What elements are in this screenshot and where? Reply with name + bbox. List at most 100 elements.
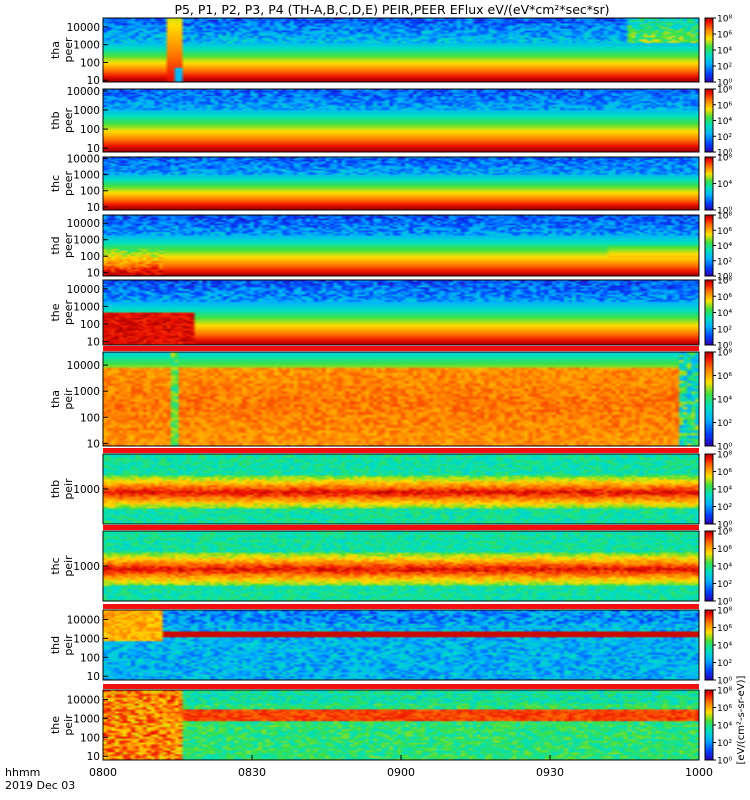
colorbar-tick-label: 10⁰ — [717, 521, 732, 531]
panel-name-line2: peer — [62, 300, 75, 326]
colorbar: 10⁰ 10² 10⁴ 10⁶ 10⁸ — [704, 212, 732, 283]
panel-name-line2: peir — [62, 714, 75, 736]
panel-name-line1: thc — [49, 175, 62, 192]
y-tick-label: 10 — [87, 143, 100, 155]
colorbar-tick-label: 10⁶ — [717, 545, 732, 555]
panel-name-line2: peer — [62, 171, 75, 197]
colorbar-tick-label: 10⁸ — [717, 86, 732, 96]
y-tick-label: 100 — [80, 652, 100, 664]
y-tick-label: 1000 — [73, 633, 100, 645]
colorbar-tick-label: 10⁴ — [717, 309, 732, 319]
panel-name-line2: peir — [62, 555, 75, 577]
y-tick-label: 100 — [80, 186, 100, 198]
colorbar-gradient — [704, 530, 714, 602]
spectrogram-heatmap — [103, 215, 699, 276]
colorbar-tick-label: 10⁴ — [717, 47, 732, 57]
colorbar-tick-label: 10² — [717, 325, 732, 335]
y-tick-label: 100 — [80, 57, 100, 69]
y-tick-label: 1000 — [73, 713, 100, 725]
y-tick-label: 1000 — [73, 170, 100, 182]
spectrogram-heatmap — [103, 531, 699, 601]
chart-title: P5, P1, P2, P3, P4 (TH-A,B,C,D,E) PEIR,P… — [174, 2, 609, 17]
colorbar-tick-label: 10⁸ — [717, 212, 732, 222]
y-tick-label: 1000 — [73, 386, 100, 398]
flag-bar — [103, 684, 699, 689]
x-corner-label: hhmm — [5, 766, 40, 779]
colorbar-tick-label: 10⁰ — [717, 342, 732, 352]
colorbar-gradient — [704, 689, 714, 761]
panel-name-line1: thb — [49, 480, 62, 498]
colorbar-tick-label: 10² — [717, 63, 732, 73]
colorbar: 10⁰ 10² 10⁴ 10⁶ 10⁸ — [704, 277, 732, 352]
spectrogram-heatmap — [103, 89, 699, 152]
y-tick-label: 1000 — [73, 301, 100, 313]
colorbar-tick-label: 10⁰ — [717, 273, 732, 283]
colorbar: 10⁰ 10² 10⁴ 10⁶ 10⁸ — [704, 451, 732, 531]
colorbar-tick-label: 10⁶ — [717, 101, 732, 111]
colorbar-gradient — [704, 214, 714, 277]
panel-thd-peer: 10000 1000 100 10 thd peer — [49, 214, 700, 280]
colorbar-tick-label: 10⁴ — [717, 396, 732, 406]
colorbar-tick-label: 10⁰ — [717, 677, 732, 687]
y-tick-label: 10 — [87, 336, 100, 348]
colorbar-tick-label: 10⁸ — [717, 15, 732, 25]
panel-name-line1: tha — [49, 41, 62, 59]
colorbar-tick-label: 10⁰ — [717, 149, 732, 159]
colorbar-tick-label: 10² — [717, 739, 732, 749]
colorbar-tick-label: 10⁸ — [717, 349, 732, 359]
panel-frame — [102, 17, 700, 83]
x-tick-label: 0800 — [89, 766, 117, 779]
y-tick-label: 100 — [80, 251, 100, 263]
y-tick-label: 10 — [87, 671, 100, 683]
y-tick-label: 1000 — [73, 105, 100, 117]
panel-thd-peir: 10000 1000 100 10 thd peir — [49, 604, 700, 683]
colorbar-tick-label: 10² — [717, 503, 732, 513]
colorbar-tick-label: 10⁰ — [717, 443, 732, 453]
y-tick-label: 10 — [87, 75, 100, 87]
y-tick-label: 10000 — [67, 284, 100, 296]
y-tick-label: 10000 — [67, 218, 100, 230]
y-tick-label: 100 — [80, 732, 100, 744]
flag-bar — [103, 448, 699, 453]
colorbar-tick-label: 10² — [717, 419, 732, 429]
colorbar-tick-label: 10⁶ — [717, 468, 732, 478]
spectrogram-heatmap — [103, 280, 699, 345]
panel-name-line1: thc — [49, 557, 62, 574]
panel-thb-peir: 1000 thb peir — [49, 448, 700, 525]
panel-frame — [102, 88, 700, 153]
y-tick-label: 100 — [80, 319, 100, 331]
flag-bar — [103, 525, 699, 530]
colorbar-gradient — [704, 17, 714, 83]
panel-name-line2: peir — [62, 478, 75, 500]
panel-tha-peir: 10000 1000 100 10 tha peir — [49, 346, 700, 450]
panel-name-line1: thd — [49, 236, 62, 254]
colorbar-units-label: [eV/(cm²-s-sr-eV)] — [736, 675, 747, 764]
panel-name-line1: thd — [49, 636, 62, 654]
panel-name-line2: peer — [62, 37, 75, 63]
y-tick-label: 1000 — [73, 561, 100, 573]
panel-thc-peer: 10000 1000 100 10 thc peer — [49, 154, 700, 214]
spectrogram-heatmap — [103, 610, 699, 680]
panel-thc-peir: 1000 thc peir — [49, 525, 700, 602]
colorbar-tick-label: 10⁶ — [717, 704, 732, 714]
panel-the-peer: 10000 1000 100 10 the peer — [49, 279, 700, 348]
colorbar-tick-label: 10⁴ — [717, 722, 732, 732]
colorbar-gradient — [704, 453, 714, 525]
colorbar-tick-label: 10⁴ — [717, 486, 732, 496]
y-tick-label: 10000 — [67, 154, 100, 166]
panel-thb-peer: 10000 1000 100 10 thb peer — [49, 86, 700, 155]
colorbar-tick-label: 10⁶ — [717, 372, 732, 382]
colorbar: 10⁰ 10² 10⁴ 10⁶ 10⁸ — [704, 607, 732, 687]
y-tick-label: 1000 — [73, 484, 100, 496]
colorbar-tick-label: 10⁴ — [717, 117, 732, 127]
panel-frame — [102, 156, 700, 211]
panel-name-line2: peir — [62, 388, 75, 410]
colorbar-tick-label: 10⁶ — [717, 293, 732, 303]
panel-name-line2: peer — [62, 108, 75, 134]
y-tick-label: 10 — [87, 438, 100, 450]
x-tick-label: 0930 — [536, 766, 564, 779]
spectrogram-heatmap — [103, 18, 699, 82]
colorbar-tick-label: 10⁴ — [717, 242, 732, 252]
colorbar: 10⁰ 10² 10⁴ 10⁶ 10⁸ — [704, 15, 732, 89]
colorbar: 10⁰ 10² 10⁴ 10⁶ 10⁸ — [704, 687, 732, 767]
